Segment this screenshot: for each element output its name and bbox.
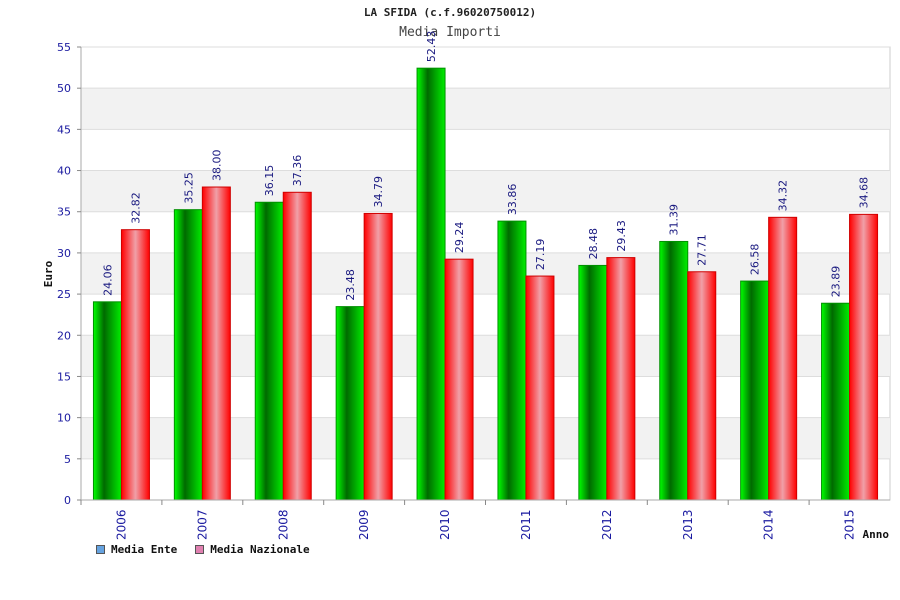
legend-item-media-ente: Media Ente [96, 543, 177, 556]
data-label: 38.00 [210, 150, 223, 182]
bar-media-ente [821, 302, 851, 501]
bar-media-nazionale [282, 191, 312, 501]
y-tick-label: 50 [57, 82, 71, 95]
x-tick-label: 2012 [600, 509, 614, 540]
x-tick-label: 2014 [762, 509, 776, 540]
bar-media-nazionale [120, 229, 150, 501]
legend-item-media-nazionale: Media Nazionale [195, 543, 310, 556]
data-label: 29.43 [615, 220, 628, 252]
x-axis-label: Anno [863, 528, 890, 541]
data-label: 27.19 [534, 239, 547, 271]
x-tick-label: 2015 [843, 509, 857, 540]
data-label: 34.68 [858, 177, 871, 209]
y-tick-label: 40 [57, 165, 71, 178]
x-tick-label: 2009 [357, 509, 371, 540]
bar-media-ente [254, 201, 284, 501]
bar-media-nazionale [768, 216, 798, 501]
x-axis: 2006 2007 2008 2009 2010 2011 2012 2013 2014 2015 [80, 499, 890, 540]
y-tick-label: 20 [57, 329, 71, 342]
bar-media-nazionale [687, 271, 717, 501]
data-label: 23.89 [830, 266, 843, 298]
chart-subtitle: Media Importi [399, 25, 501, 40]
data-label: 31.39 [668, 204, 681, 236]
x-tick-label: 2011 [519, 509, 533, 540]
data-label: 29.24 [453, 222, 466, 254]
y-tick-label: 55 [57, 41, 71, 54]
data-label: 27.71 [696, 234, 709, 266]
x-tick-label: 2007 [195, 509, 209, 540]
legend-label: Media Ente [111, 543, 178, 556]
x-tick-label: 2008 [276, 509, 290, 540]
data-label: 33.86 [506, 184, 519, 216]
y-axis-label: Euro [42, 260, 55, 287]
y-tick-label: 45 [57, 123, 71, 136]
bar-media-ente [740, 280, 770, 501]
bar-media-ente [659, 240, 689, 501]
y-tick-label: 15 [57, 370, 71, 383]
bar-media-nazionale [525, 275, 555, 501]
bar-media-ente [578, 264, 608, 501]
data-label: 23.48 [344, 269, 357, 301]
grid-band [81, 88, 890, 130]
bar-media-nazionale [363, 212, 393, 501]
data-label: 36.15 [263, 165, 276, 197]
data-label: 34.79 [372, 176, 385, 208]
legend-label: Media Nazionale [210, 543, 310, 556]
bar-media-ente [92, 301, 122, 501]
data-label: 32.82 [129, 192, 142, 224]
data-label: 28.48 [587, 228, 600, 260]
data-label: 35.25 [182, 172, 195, 204]
bar-media-nazionale [606, 257, 636, 501]
bar-media-nazionale [849, 213, 879, 501]
y-tick-label: 30 [57, 247, 71, 260]
bar-media-nazionale [444, 258, 474, 501]
bar-media-ente [335, 306, 365, 501]
data-label: 34.32 [777, 180, 790, 212]
x-tick-label: 2006 [114, 509, 128, 540]
y-tick-label: 10 [57, 412, 71, 425]
bar-media-ente [416, 67, 446, 501]
y-tick-label: 25 [57, 288, 71, 301]
y-tick-label: 35 [57, 206, 71, 219]
bar-media-ente [173, 209, 203, 501]
data-label: 24.06 [101, 264, 114, 296]
legend-swatch [96, 545, 105, 554]
data-label: 26.58 [749, 244, 762, 276]
x-tick-label: 2013 [681, 509, 695, 540]
legend: Media Ente Media Nazionale [96, 543, 310, 556]
data-label: 52.43 [425, 31, 438, 63]
data-label: 37.36 [291, 155, 304, 187]
legend-swatch [195, 545, 205, 554]
bar-media-ente [497, 220, 527, 501]
bars: 24.06 32.82 35.25 38.00 36.15 37.36 23.48 34.79… [92, 31, 879, 501]
y-tick-label: 5 [64, 453, 71, 466]
y-axis: 0 5 10 15 20 25 30 35 40 45 50 55 [57, 41, 82, 507]
y-tick-label: 0 [64, 494, 71, 507]
bar-media-nazionale [201, 186, 231, 501]
x-tick-label: 2010 [438, 509, 452, 540]
chart-title: LA SFIDA (c.f.96020750012) [363, 6, 537, 19]
